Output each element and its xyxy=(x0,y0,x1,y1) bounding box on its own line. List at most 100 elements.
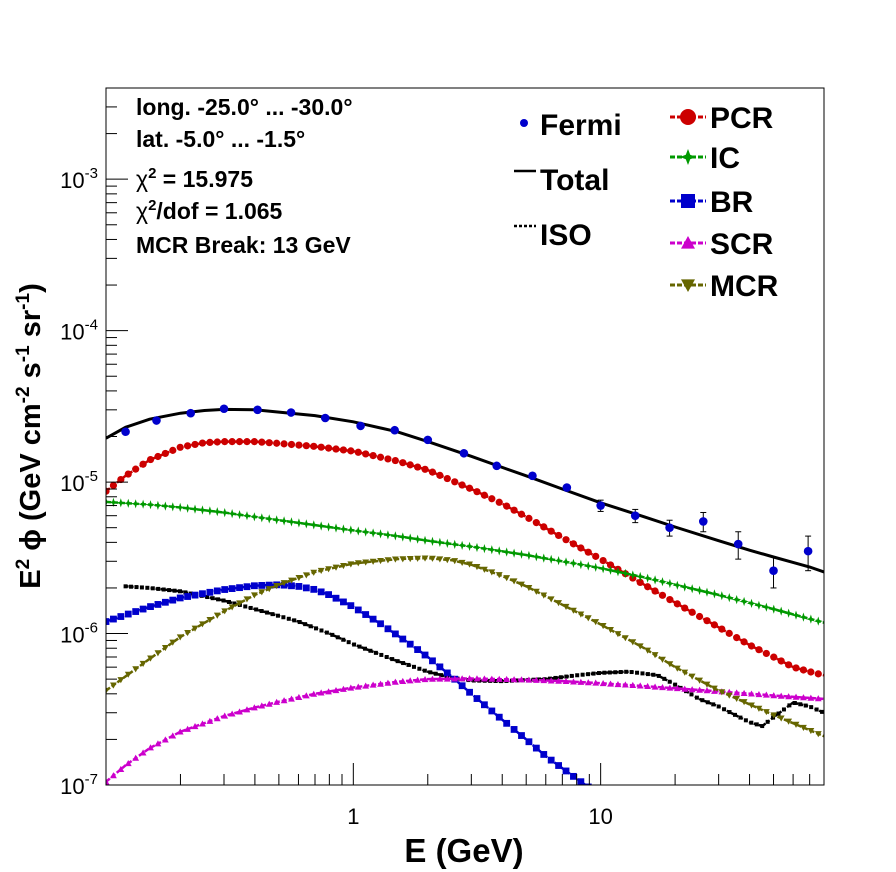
data-point xyxy=(472,542,482,553)
data-point xyxy=(739,596,749,607)
data-point xyxy=(172,588,177,593)
data-point xyxy=(124,671,132,678)
data-point xyxy=(310,569,318,576)
data-point xyxy=(317,588,325,596)
data-point xyxy=(134,585,139,590)
data-point xyxy=(785,718,793,725)
data-point xyxy=(787,703,792,708)
data-point xyxy=(288,577,295,584)
data-point xyxy=(473,564,481,571)
data-point xyxy=(777,657,785,665)
data-point xyxy=(570,607,577,614)
data-point xyxy=(673,682,678,687)
data-point xyxy=(258,589,266,596)
data-point xyxy=(443,669,451,677)
data-point xyxy=(150,586,155,591)
data-point xyxy=(488,707,496,715)
data-point xyxy=(503,719,511,727)
data-point xyxy=(361,527,371,537)
data-point xyxy=(301,519,311,529)
legend-label-fermi: Fermi xyxy=(540,109,622,142)
data-point xyxy=(694,695,699,700)
data-point xyxy=(398,532,408,542)
data-point xyxy=(569,540,578,548)
data-point xyxy=(558,675,563,680)
data-point xyxy=(347,561,355,568)
data-point xyxy=(702,587,712,597)
data-point xyxy=(770,692,778,699)
data-point xyxy=(250,582,258,590)
data-point xyxy=(310,690,318,697)
data-point xyxy=(160,501,170,511)
data-point xyxy=(555,600,563,607)
annotation-longitude: long. -25.0° ... -30.0° xyxy=(136,94,353,120)
data-point xyxy=(510,676,518,683)
data-point xyxy=(555,677,563,684)
data-point xyxy=(324,522,334,532)
data-point xyxy=(636,578,644,587)
data-point xyxy=(236,708,243,715)
data-point xyxy=(738,715,743,720)
legend-label-scr: SCR xyxy=(710,228,774,261)
data-point xyxy=(340,598,347,606)
data-point xyxy=(303,622,308,627)
data-point xyxy=(503,675,511,683)
data-point xyxy=(656,673,661,678)
data-point xyxy=(673,665,681,672)
data-point xyxy=(206,588,214,596)
data-point xyxy=(436,556,444,563)
data-point xyxy=(406,640,414,648)
data-point xyxy=(562,677,570,685)
data-point xyxy=(369,558,377,565)
data-point xyxy=(493,678,498,683)
data-point xyxy=(183,503,193,513)
data-point xyxy=(433,671,438,676)
data-point xyxy=(584,679,592,686)
data-point xyxy=(651,672,656,677)
data-point xyxy=(347,684,355,691)
data-point xyxy=(599,679,607,687)
data-point xyxy=(429,675,436,682)
data-point xyxy=(210,596,215,601)
data-point xyxy=(153,500,163,510)
data-point xyxy=(618,670,623,675)
data-point xyxy=(332,594,340,602)
data-point xyxy=(725,629,733,637)
data-point xyxy=(248,605,253,610)
data-point xyxy=(390,531,400,541)
data-point xyxy=(131,499,141,509)
data-point xyxy=(547,676,552,681)
data-point xyxy=(391,678,399,685)
data-point xyxy=(429,657,436,665)
data-point xyxy=(584,548,592,556)
data-point xyxy=(384,679,392,686)
data-point xyxy=(273,439,281,447)
data-point xyxy=(139,749,147,756)
data-point xyxy=(280,580,288,587)
data-point xyxy=(665,523,674,532)
data-point xyxy=(770,653,778,661)
legend-item-scr: SCR xyxy=(670,228,774,261)
data-point xyxy=(540,751,548,758)
data-point xyxy=(547,596,555,603)
data-point xyxy=(330,632,335,637)
data-point xyxy=(444,674,449,679)
data-point xyxy=(295,583,303,590)
data-point xyxy=(270,612,275,617)
data-point xyxy=(630,511,640,520)
data-point xyxy=(106,497,111,507)
data-point xyxy=(580,672,585,677)
data-point xyxy=(747,642,756,650)
data-point xyxy=(518,581,525,588)
data-point xyxy=(614,680,622,688)
series-fermi xyxy=(121,404,813,589)
legend-marker-br xyxy=(681,194,695,208)
data-point xyxy=(762,691,770,698)
data-point xyxy=(471,678,476,683)
data-point xyxy=(414,463,422,471)
data-point xyxy=(258,582,266,589)
data-point xyxy=(696,686,703,693)
data-point xyxy=(243,596,251,603)
data-point xyxy=(146,455,155,464)
data-point xyxy=(576,560,586,570)
